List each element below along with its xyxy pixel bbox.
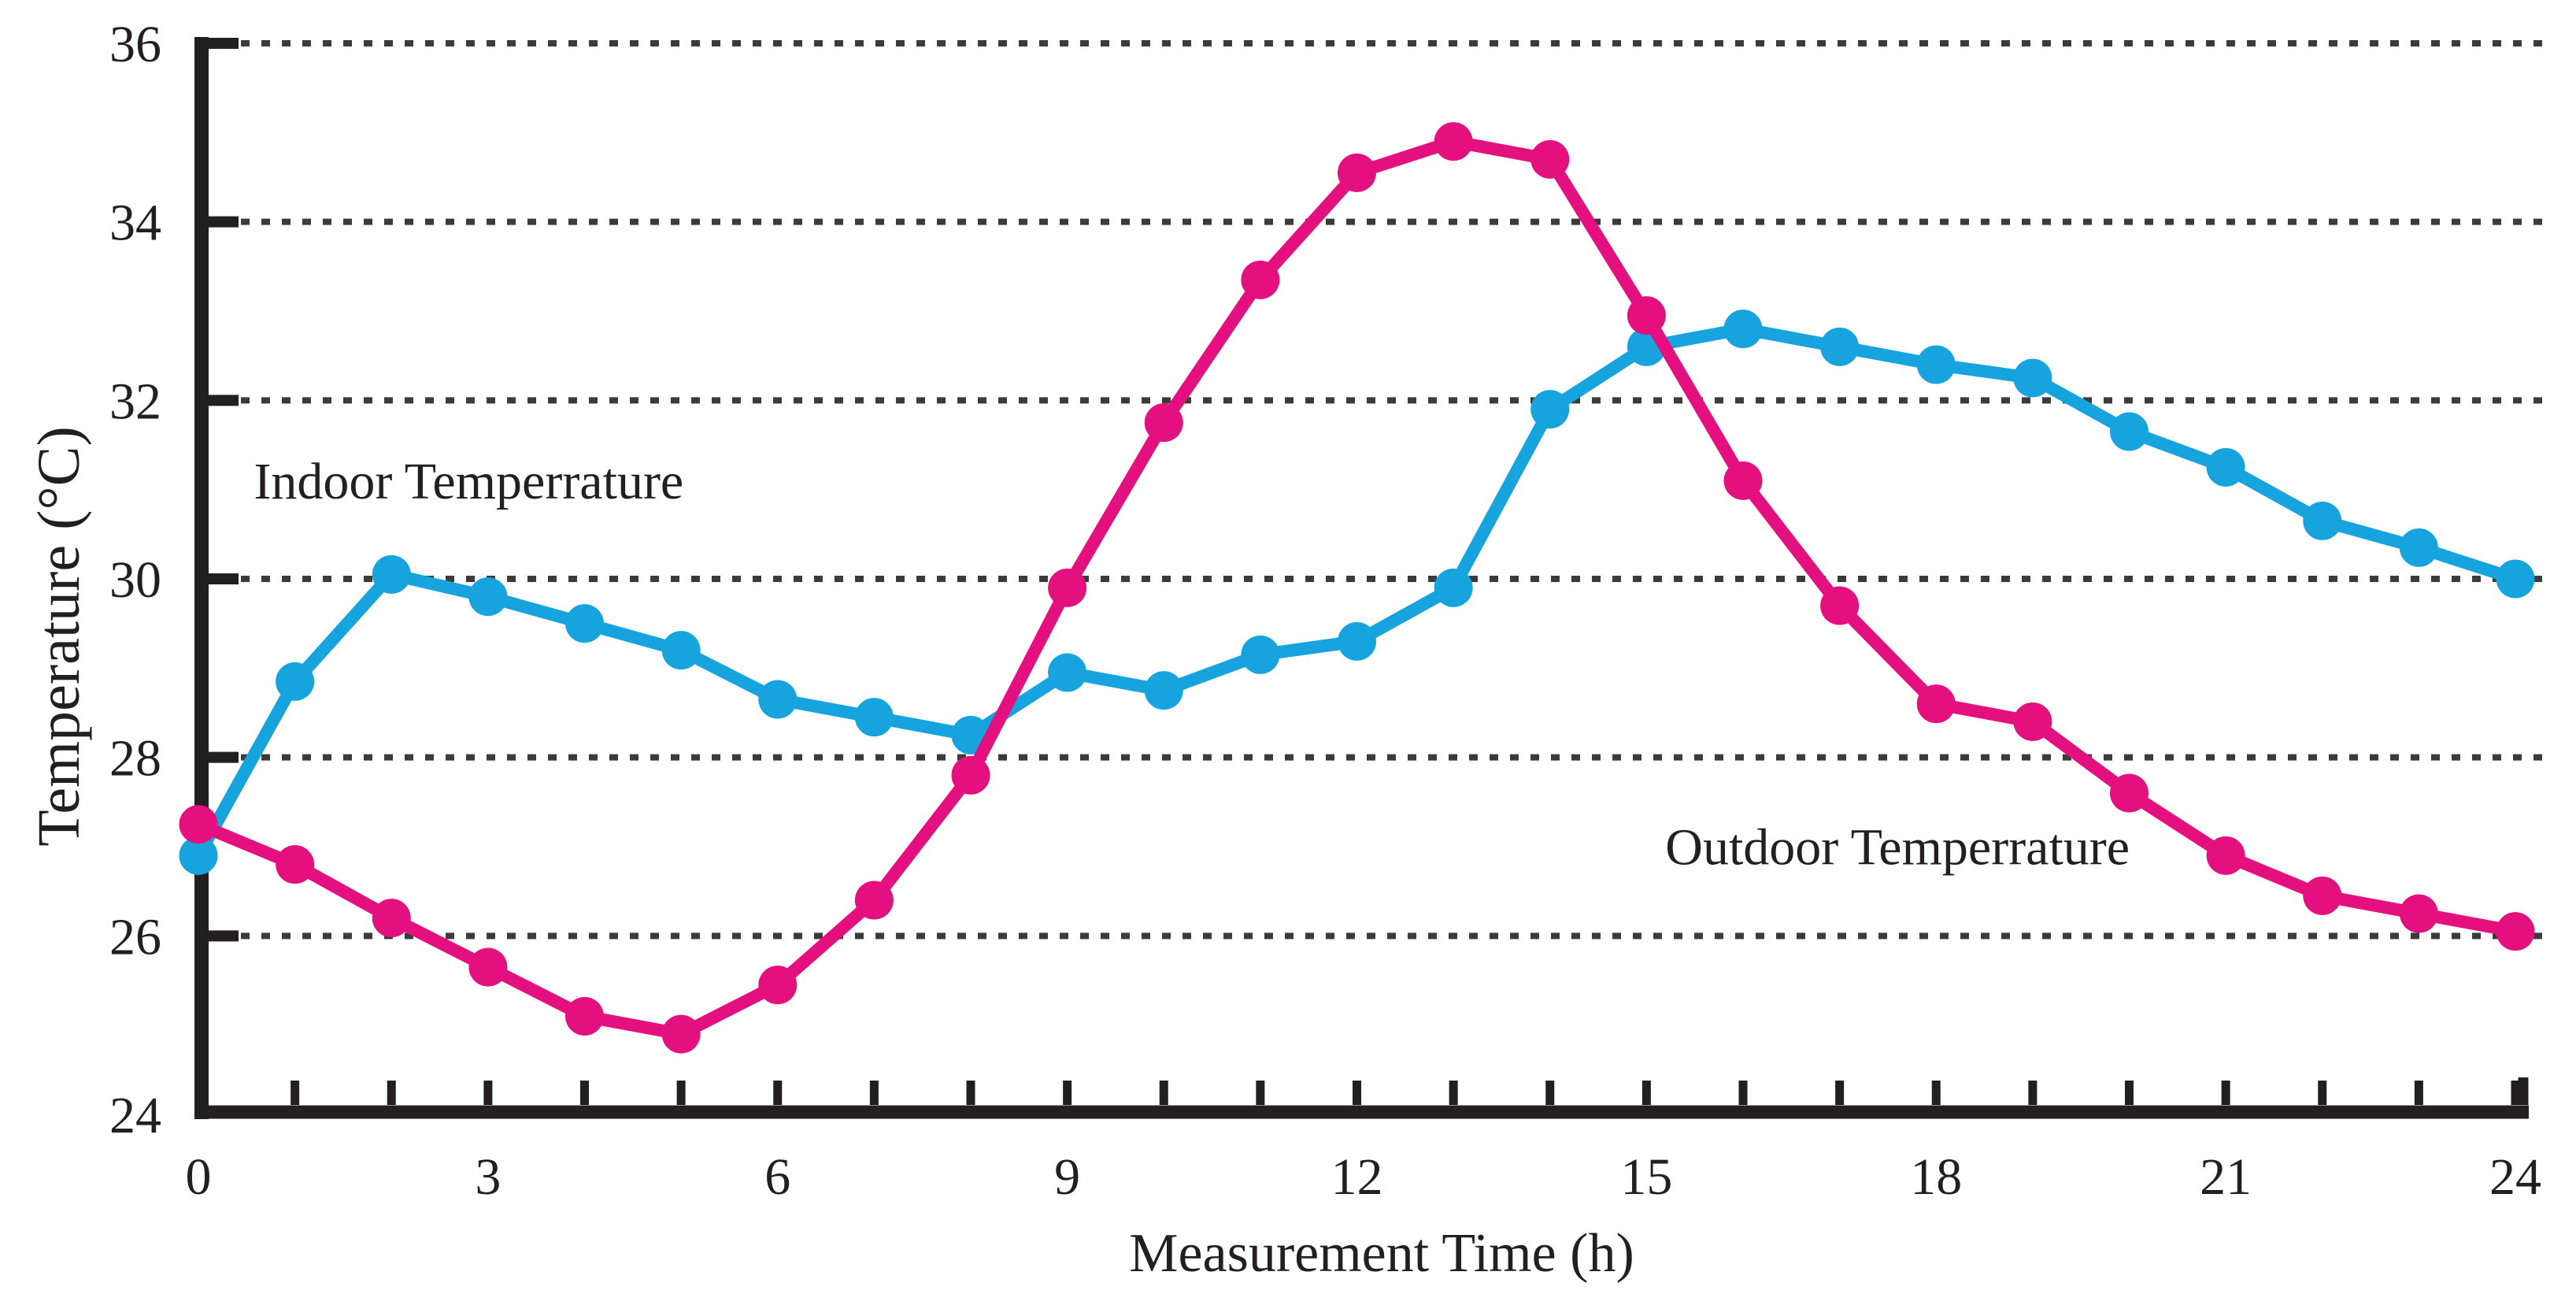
outdoor-data-point-h12 bbox=[1338, 153, 1376, 192]
y-axis-title: Temperature (°C) bbox=[26, 426, 92, 847]
outdoor-data-point-h17 bbox=[1820, 586, 1860, 625]
outdoor-data-point-h21 bbox=[2206, 836, 2245, 875]
x-tick-label-6: 6 bbox=[764, 1148, 790, 1206]
outdoor-series-label: Outdoor Temperrature bbox=[1665, 819, 2130, 877]
indoor-data-point-h14 bbox=[1530, 390, 1570, 429]
indoor-data-point-h10 bbox=[1144, 671, 1183, 710]
indoor-data-point-h5 bbox=[661, 631, 701, 670]
y-tick-label-26: 26 bbox=[109, 908, 161, 966]
outdoor-data-point-h15 bbox=[1627, 296, 1666, 336]
indoor-data-point-h6 bbox=[758, 680, 798, 719]
outdoor-data-point-h16 bbox=[1723, 461, 1763, 500]
outdoor-data-point-h18 bbox=[1916, 684, 1956, 724]
indoor-data-point-h22 bbox=[2303, 501, 2342, 540]
outdoor-data-point-h7 bbox=[854, 881, 894, 920]
x-tick-label-9: 9 bbox=[1054, 1148, 1080, 1206]
outdoor-data-point-h6 bbox=[758, 966, 798, 1005]
indoor-data-point-h16 bbox=[1723, 310, 1763, 349]
x-tick-label-3: 3 bbox=[475, 1148, 501, 1206]
indoor-series-line bbox=[192, 322, 2522, 862]
y-tick-label-28: 28 bbox=[109, 730, 161, 788]
outdoor-data-point-h11 bbox=[1241, 260, 1280, 299]
outdoor-data-point-h20 bbox=[2110, 773, 2149, 813]
indoor-data-point-h12 bbox=[1338, 621, 1376, 661]
y-tick-label-34: 34 bbox=[109, 195, 161, 252]
indoor-data-point-h4 bbox=[565, 604, 604, 643]
indoor-data-point-h1 bbox=[276, 662, 315, 701]
outdoor-data-point-h2 bbox=[372, 899, 411, 938]
outdoor-data-point-h8 bbox=[951, 755, 990, 795]
indoor-data-point-h19 bbox=[2013, 358, 2052, 398]
indoor-data-point-h3 bbox=[468, 577, 508, 617]
outdoor-data-point-h0 bbox=[179, 805, 218, 844]
indoor-data-point-h0 bbox=[179, 836, 218, 875]
y-tick-label-24: 24 bbox=[109, 1087, 161, 1144]
outdoor-data-point-h13 bbox=[1434, 122, 1473, 161]
indoor-data-point-h21 bbox=[2206, 447, 2245, 487]
x-tick-label-18: 18 bbox=[1910, 1148, 1962, 1206]
x-axis-title: Measurement Time (h) bbox=[1129, 1223, 1634, 1284]
indoor-data-point-h7 bbox=[854, 698, 894, 737]
indoor-data-point-h23 bbox=[2399, 528, 2438, 567]
outdoor-data-point-h1 bbox=[276, 845, 315, 884]
outdoor-data-point-h4 bbox=[565, 996, 604, 1036]
outdoor-data-point-h14 bbox=[1530, 139, 1570, 179]
outdoor-series-line bbox=[192, 135, 2522, 1040]
indoor-data-point-h13 bbox=[1434, 568, 1473, 607]
y-tick-label-32: 32 bbox=[109, 373, 161, 430]
outdoor-data-point-h9 bbox=[1048, 568, 1087, 607]
y-tick-label-30: 30 bbox=[109, 551, 161, 609]
indoor-data-point-h11 bbox=[1241, 635, 1280, 674]
indoor-data-point-h9 bbox=[1048, 653, 1087, 692]
outdoor-data-point-h19 bbox=[2013, 702, 2052, 741]
x-tick-label-0: 0 bbox=[186, 1148, 212, 1206]
x-tick-label-12: 12 bbox=[1331, 1148, 1383, 1206]
outdoor-data-point-h24 bbox=[2496, 912, 2535, 951]
outdoor-data-point-h5 bbox=[661, 1014, 701, 1054]
outdoor-data-point-h22 bbox=[2303, 876, 2342, 915]
x-tick-label-24: 24 bbox=[2489, 1148, 2541, 1206]
indoor-data-point-h2 bbox=[372, 554, 411, 594]
x-tick-label-21: 21 bbox=[2200, 1148, 2252, 1206]
indoor-series-label: Indoor Temperrature bbox=[254, 453, 683, 510]
outdoor-data-point-h23 bbox=[2399, 894, 2438, 933]
indoor-data-point-h20 bbox=[2110, 412, 2149, 451]
y-tick-label-36: 36 bbox=[109, 16, 161, 73]
outdoor-data-point-h10 bbox=[1144, 403, 1183, 443]
indoor-data-point-h17 bbox=[1820, 327, 1860, 366]
x-tick-label-15: 15 bbox=[1620, 1148, 1672, 1206]
outdoor-data-point-h3 bbox=[468, 947, 508, 987]
indoor-data-point-h18 bbox=[1916, 345, 1956, 384]
indoor-data-point-h24 bbox=[2496, 559, 2535, 599]
